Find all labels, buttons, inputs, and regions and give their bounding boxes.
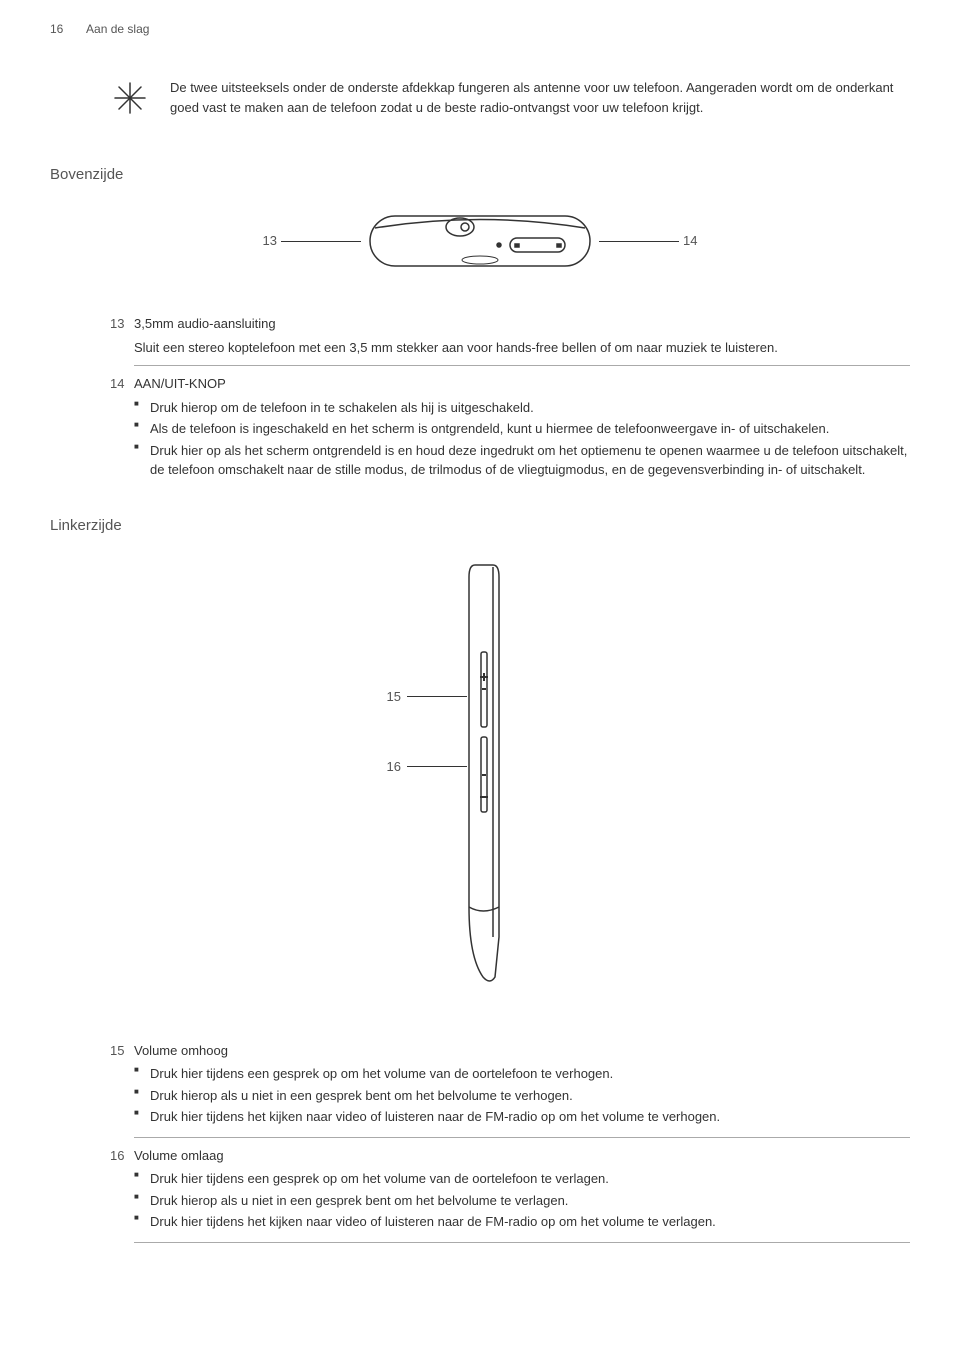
asterisk-icon [110,78,150,124]
side-spec-block: 15 Volume omhoog Druk hier tijdens een g… [110,1033,910,1243]
top-spec-block: 13 3,5mm audio-aansluiting Sluit een ste… [110,306,910,490]
callout-16: 16 [387,757,401,777]
diagram-side-view: 15 16 [50,557,910,993]
bullet: Druk hier tijdens een gesprek op om het … [134,1169,910,1189]
spec-title: AAN/UIT-KNOP [134,374,226,394]
phone-top-illustration [365,206,595,276]
spec-num: 16 [110,1146,134,1166]
spec-num: 15 [110,1041,134,1061]
spec-bullets: Druk hier tijdens een gesprek op om het … [134,1165,910,1243]
spec-title: Volume omlaag [134,1146,224,1166]
spec-row: 16 Volume omlaag [110,1138,910,1166]
bullet: Druk hier op als het scherm ontgrendeld … [134,441,910,480]
spec-num: 14 [110,374,134,394]
bullet: Druk hier tijdens een gesprek op om het … [134,1064,910,1084]
tip-text: De twee uitsteeksels onder de onderste a… [170,78,910,117]
bullet: Druk hier tijdens het kijken naar video … [134,1107,910,1127]
spec-title: Volume omhoog [134,1041,228,1061]
spec-row: 13 3,5mm audio-aansluiting [110,306,910,334]
leader-line [599,241,679,242]
bullet: Druk hierop als u niet in een gesprek be… [134,1086,910,1106]
spec-bullets: Druk hier tijdens een gesprek op om het … [134,1060,910,1138]
bullet: Druk hierop om de telefoon in te schakel… [134,398,910,418]
bullet: Druk hierop als u niet in een gesprek be… [134,1191,910,1211]
leader-line [407,766,467,767]
spec-num: 13 [110,314,134,334]
diagram-top-view: 13 14 [50,206,910,276]
page-header: 16 Aan de slag [50,20,910,38]
callout-15-row: 15 [387,687,467,707]
page-number: 16 [50,22,63,36]
callout-16-row: 16 [387,757,467,777]
spec-desc: Sluit een stereo koptelefoon met een 3,5… [134,334,910,367]
spec-row: 14 AAN/UIT-KNOP [110,366,910,394]
spec-row: 15 Volume omhoog [110,1033,910,1061]
spec-title: 3,5mm audio-aansluiting [134,314,276,334]
callout-14: 14 [683,231,697,251]
leader-line [407,696,467,697]
bullet: Druk hier tijdens het kijken naar video … [134,1212,910,1232]
section-heading-side: Linkerzijde [50,515,910,538]
callout-15: 15 [387,687,401,707]
spec-bullets: Druk hierop om de telefoon in te schakel… [134,394,910,490]
tip-note: De twee uitsteeksels onder de onderste a… [110,78,910,124]
section-name: Aan de slag [86,22,149,36]
bullet: Als de telefoon is ingeschakeld en het s… [134,419,910,439]
section-heading-top: Bovenzijde [50,164,910,187]
leader-line [281,241,361,242]
callout-13: 13 [263,231,277,251]
